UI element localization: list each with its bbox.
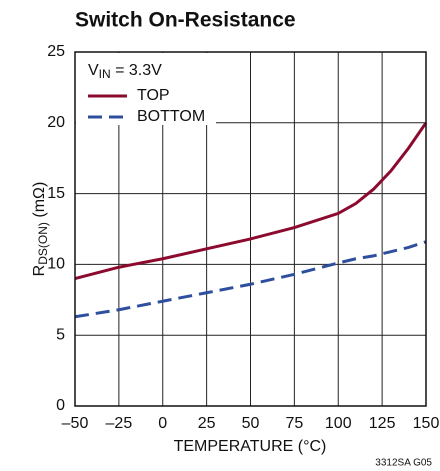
y-label-sub: DS(ON) <box>36 222 50 265</box>
series-line <box>74 240 427 319</box>
legend-label: BOTTOM <box>137 108 205 125</box>
x-axis-label: TEMPERATURE (°C) <box>174 438 327 455</box>
series-line <box>74 121 428 281</box>
annotation-main: V <box>88 62 99 79</box>
y-label-rest: (mΩ) <box>31 182 48 222</box>
chart-title: Switch On-Resistance <box>75 9 296 32</box>
x-tick-label: 150 <box>413 415 440 432</box>
annotation-rest: = 3.3V <box>111 62 162 79</box>
legend-box <box>76 53 216 125</box>
footnote: 3312SA G05 <box>375 458 432 469</box>
y-tick-label: 10 <box>47 256 65 273</box>
x-tick-label: 0 <box>158 415 167 432</box>
x-tick-label: 50 <box>242 415 260 432</box>
legend-label: TOP <box>137 87 170 104</box>
y-tick-label: 5 <box>56 326 65 343</box>
x-tick-label: –25 <box>106 415 133 432</box>
annotation-sub: IN <box>99 67 111 81</box>
x-tick-label: 100 <box>325 415 352 432</box>
y-tick-label: 20 <box>47 114 65 131</box>
y-tick-label: 25 <box>47 43 65 60</box>
annotation: VIN = 3.3V <box>88 62 162 81</box>
x-tick-label: 125 <box>369 415 396 432</box>
plot-frame <box>74 51 427 407</box>
y-label-main: R <box>31 265 48 277</box>
x-tick-label: –50 <box>62 415 89 432</box>
y-tick-label: 0 <box>56 397 65 414</box>
y-tick-label: 15 <box>47 185 65 202</box>
x-tick-label: 75 <box>285 415 303 432</box>
x-tick-label: 25 <box>198 415 216 432</box>
y-axis-label: RDS(ON) (mΩ) <box>31 182 50 277</box>
